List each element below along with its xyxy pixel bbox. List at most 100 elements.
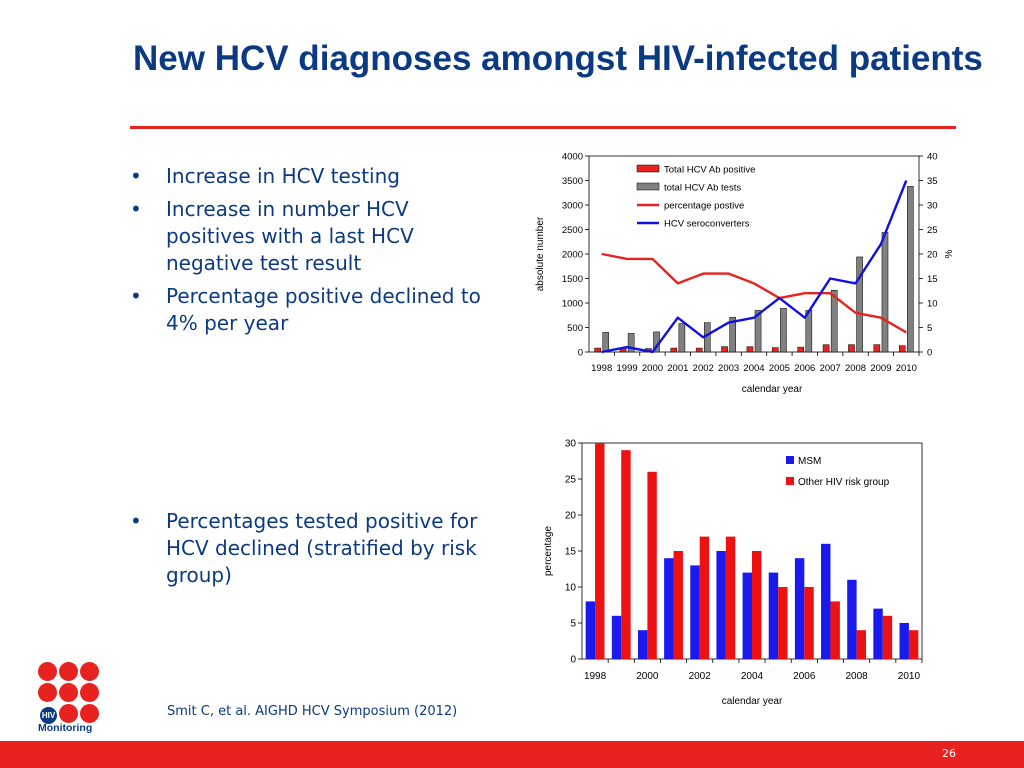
x-axis-label: calendar year (722, 696, 783, 707)
bar (821, 543, 831, 659)
logo-dot (38, 683, 57, 702)
bar (746, 346, 754, 353)
legend-label: Total HCV Ab positive (664, 165, 755, 176)
y2-tick-label: 20 (927, 250, 938, 261)
series-line (601, 252, 907, 334)
hcv-testing-combo-chart: 0 500 1000 1500 2000 2500 3000 3500 4000 0 5 10 15 20… (535, 152, 955, 396)
bar (847, 579, 857, 659)
y-tick-label: 3000 (562, 201, 583, 212)
legend-swatch (636, 182, 660, 191)
bar (647, 471, 657, 659)
bar (804, 587, 814, 659)
x-axis-label: calendar year (742, 384, 803, 395)
bar (873, 608, 883, 659)
x-tick-label: 2000 (636, 671, 659, 682)
bar (627, 333, 635, 353)
legend-swatch (786, 477, 794, 485)
series-line (601, 180, 908, 354)
x-tick-label: 2010 (896, 363, 917, 374)
risk-group-bar-chart: 0 5 10 15 20 25 30 1998 2000 2002 2004 2006 2008 2010… (543, 439, 923, 707)
bar (594, 347, 601, 353)
bar (881, 232, 889, 353)
x-tick-label: 2005 (769, 363, 790, 374)
bullet-text: Percentage positive declined to 4% per y… (166, 284, 481, 335)
legend-label: percentage postive (664, 201, 744, 212)
y-tick-label: 1000 (562, 299, 583, 310)
y-tick-label: 500 (567, 323, 583, 334)
bar (602, 332, 610, 353)
x-tick-label: 2008 (845, 363, 866, 374)
bar (611, 615, 622, 659)
logo-dot (59, 683, 78, 702)
x-tick-label: 1999 (617, 363, 638, 374)
y-tick-label: 0 (578, 348, 583, 359)
y-tick-label: 2000 (562, 250, 583, 261)
bar (856, 630, 867, 659)
y2-axis-label: % (944, 249, 955, 258)
bar (830, 601, 840, 659)
logo-hiv-badge: HIV (40, 707, 57, 724)
y2-tick-label: 5 (927, 323, 932, 334)
x-tick-label: 2008 (845, 671, 868, 682)
bar (664, 558, 674, 659)
citation: Smit C, et al. AIGHD HCV Symposium (2012… (167, 704, 458, 719)
y-tick-label: 25 (565, 475, 577, 486)
bullet-item: • Percentages tested positive for HCV dec… (130, 508, 500, 589)
y-tick-label: 1500 (562, 274, 583, 285)
bar (670, 347, 678, 353)
logo-dot (80, 683, 99, 702)
bullet-text: Increase in number HCV positives with a … (166, 197, 414, 275)
legend-swatch (636, 164, 660, 173)
bullet-dot: • (130, 284, 142, 308)
bar (716, 551, 726, 659)
y2-tick-label: 40 (927, 152, 938, 163)
bar (621, 450, 631, 659)
x-tick-label: 2001 (667, 363, 688, 374)
y-tick-label: 5 (570, 619, 576, 630)
title-underline (130, 126, 956, 129)
bar (830, 290, 838, 353)
x-tick-label: 1998 (584, 671, 607, 682)
bullet-item: • Increase in number HCV positives with a… (130, 196, 500, 277)
y2-tick-label: 30 (927, 201, 938, 212)
legend-label: total HCV Ab tests (664, 183, 741, 194)
bullet-list-top: • Increase in HCV testing • Increase in nu… (130, 163, 500, 343)
y2-tick-label: 10 (927, 299, 938, 310)
bar (794, 558, 805, 659)
bar (754, 310, 762, 353)
x-tick-label: 1998 (591, 363, 612, 374)
x-tick-label: 2006 (793, 671, 816, 682)
x-tick-label: 2009 (870, 363, 891, 374)
logo-dot (38, 662, 57, 681)
bar (907, 186, 914, 353)
footer-bar (0, 741, 1024, 768)
bar (778, 587, 788, 659)
y-tick-label: 2500 (562, 225, 583, 236)
logo-dot (59, 704, 78, 723)
bar (848, 344, 855, 353)
logo-wordmark: Monitoring (38, 722, 93, 734)
hiv-monitoring-logo: HIV Monitoring (36, 660, 102, 738)
logo-dot (80, 704, 99, 723)
legend-label: MSM (798, 456, 821, 467)
y2-tick-label: 25 (927, 225, 938, 236)
y2-tick-label: 0 (927, 348, 932, 359)
y-tick-label: 4000 (562, 152, 583, 163)
bar (695, 347, 703, 353)
bullet-dot: • (130, 509, 142, 533)
x-tick-label: 2002 (689, 671, 712, 682)
bar (856, 256, 863, 353)
bar (637, 630, 648, 659)
bar (780, 308, 787, 353)
bar (721, 346, 728, 353)
bar (899, 623, 909, 659)
y-tick-label: 3500 (562, 176, 583, 187)
logo-dot (59, 662, 78, 681)
x-tick-label: 2007 (820, 363, 841, 374)
slide-title: New HCV diagnoses amongst HIV-infected p… (133, 39, 983, 78)
bullet-dot: • (130, 164, 142, 188)
logo-dot (80, 662, 99, 681)
x-tick-label: 2004 (741, 671, 764, 682)
x-tick-label: 2003 (718, 363, 739, 374)
x-tick-label: 2006 (794, 363, 815, 374)
